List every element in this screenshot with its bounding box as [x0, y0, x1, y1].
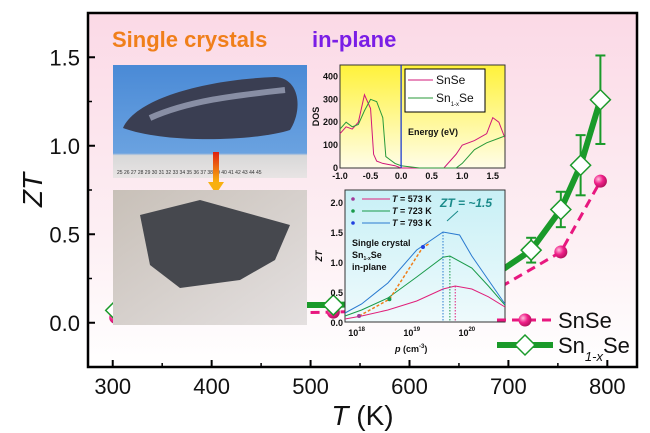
- dos-x-tick-label: -1.0: [332, 171, 348, 181]
- x-tick-label: 500: [292, 374, 329, 399]
- dos-x-tick-label: 1.0: [456, 171, 469, 181]
- dos-y-tick-label: 300: [323, 94, 338, 104]
- experimental-point: [387, 297, 392, 302]
- snse-point: [593, 174, 607, 188]
- y-tick-label: 0.5: [49, 222, 80, 247]
- dos-legend-box: [404, 68, 486, 113]
- y-axis-label: ZT: [17, 171, 48, 208]
- zt-legend-label: T = 723 K: [392, 206, 432, 216]
- zt-y-tick-label: 0.5: [330, 288, 343, 298]
- dos-x-tick-label: 1.5: [487, 171, 500, 181]
- x-axis-label: T (K): [331, 400, 393, 431]
- y-tick-label: 1.5: [49, 45, 80, 70]
- zt-y-tick-label: 0.0: [330, 318, 343, 328]
- zt-legend-label: T = 573 K: [392, 194, 432, 204]
- zt-legend-marker: [351, 197, 355, 201]
- zt-y-tick-label: 1.5: [330, 228, 343, 238]
- dos-y-tick-label: 0: [333, 163, 338, 173]
- zt-legend-marker: [351, 221, 355, 225]
- zt-x-label: p (cm-3): [394, 344, 427, 354]
- ruler-text: 25 26 27 28 29 30 31 32 33 34 35 36 37 3…: [117, 170, 262, 176]
- crystal-photos: 25 26 27 28 29 30 31 32 33 34 35 36 37 3…: [113, 65, 307, 325]
- sn1-xse-point: [520, 239, 543, 262]
- dos-y-tick-label: 400: [323, 71, 338, 81]
- zt-y-label: ZT: [314, 249, 324, 262]
- legend-snse-marker: [518, 313, 532, 327]
- sn1-xse-point: [569, 154, 592, 177]
- dos-x-tick-label: 0.5: [425, 171, 438, 181]
- annotation-single-crystals: Single crystals: [112, 27, 267, 52]
- dos-x-tick-label: -0.5: [363, 171, 379, 181]
- zt-inset-note: Single crystal: [352, 238, 411, 248]
- sn1-xse-point: [589, 88, 612, 111]
- x-tick-label: 700: [490, 374, 527, 399]
- zt-peak-annotation: ZT = ~1.5: [439, 196, 492, 210]
- experimental-point: [357, 314, 362, 318]
- zt-peak-arrow: [446, 210, 459, 222]
- sn1-xse-point: [322, 293, 345, 317]
- experimental-point: [420, 245, 425, 249]
- zt-inset-background: [344, 189, 506, 323]
- dos-series-line: [339, 93, 506, 169]
- zt-inset-note: in-plane: [352, 262, 387, 272]
- legend-sn1-xse-marker: [513, 333, 537, 357]
- zt-x-tick-label: 1020: [458, 327, 475, 338]
- legend-sn1-xse-label: Sn1-xSe: [558, 333, 630, 364]
- zt-y-tick-label: 2.0: [330, 198, 343, 208]
- experimental-trend-arrow: [358, 243, 430, 317]
- dos-y-label: DOS: [311, 107, 321, 127]
- annotation-in-plane: in-plane: [312, 27, 396, 52]
- dos-x-tick-label: 0.0: [395, 171, 408, 181]
- dos-series-line: [339, 98, 506, 169]
- zt-y-tick-label: 1.0: [330, 258, 343, 268]
- cleaved-crystal-shape: [140, 200, 290, 288]
- x-tick-label: 400: [193, 374, 230, 399]
- dos-legend-label: Sn1-xSe: [436, 91, 474, 108]
- y-tick-label: 0.0: [49, 311, 80, 336]
- zt-x-tick-label: 1018: [348, 327, 365, 338]
- transition-arrow: [213, 152, 219, 182]
- x-tick-label: 600: [391, 374, 428, 399]
- zt-legend-label: T = 793 K: [392, 218, 432, 228]
- snse-point: [554, 245, 568, 259]
- dos-legend-label: SnSe: [436, 73, 466, 87]
- y-tick-label: 1.0: [49, 134, 80, 159]
- zt-inset-note: Sn1-xSe: [352, 250, 382, 262]
- dos-x-label: Energy (eV): [408, 127, 458, 137]
- x-tick-label: 800: [589, 374, 626, 399]
- zt-legend-marker: [351, 209, 355, 213]
- legend-snse-label: SnSe: [558, 308, 612, 333]
- dos-y-tick-label: 100: [323, 140, 338, 150]
- zt-x-tick-label: 1019: [403, 327, 420, 338]
- sn1-xse-point: [549, 198, 572, 221]
- x-tick-label: 300: [94, 374, 131, 399]
- dos-y-tick-label: 200: [323, 117, 338, 127]
